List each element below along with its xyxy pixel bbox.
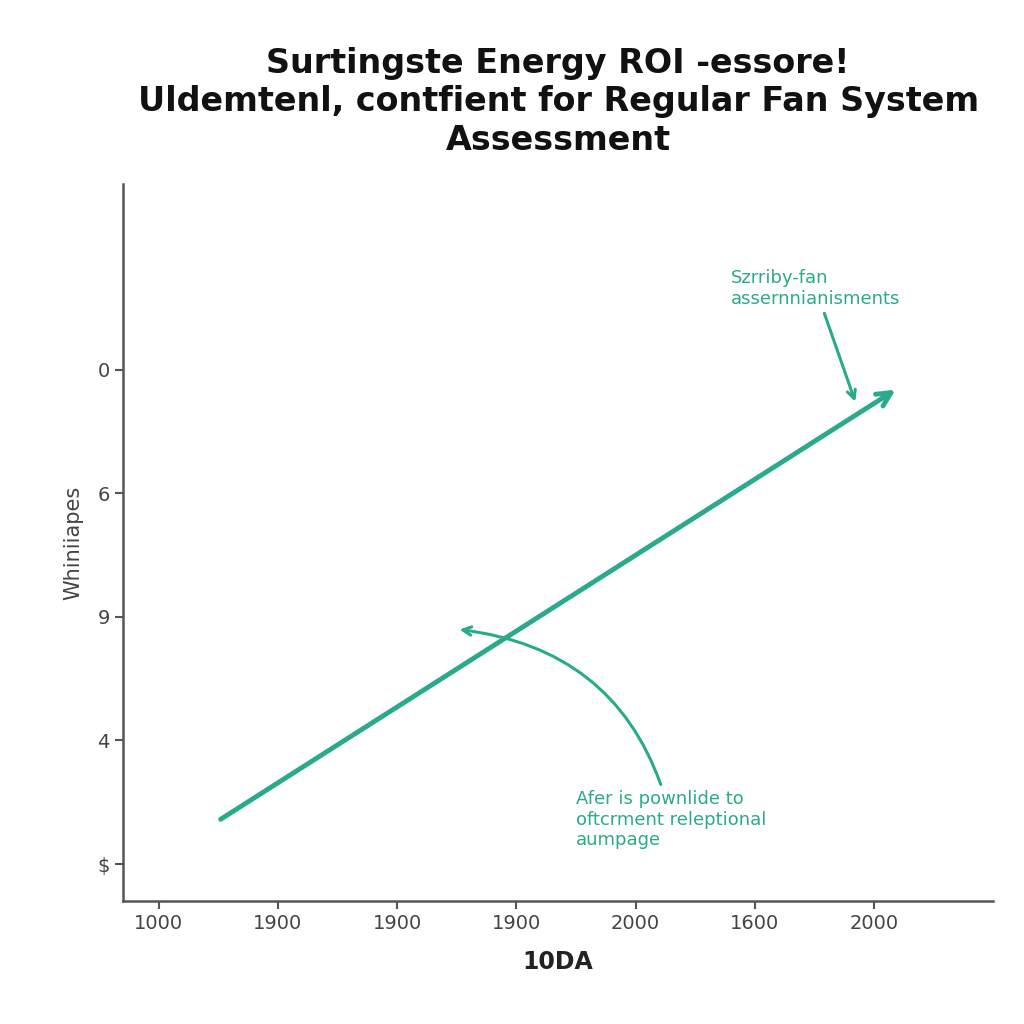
Text: Afer is pownlide to
oftcrment releptional
aumpage: Afer is pownlide to oftcrment releptiona… (463, 627, 766, 850)
Text: Szrriby-fan
assernnianisments: Szrriby-fan assernnianisments (731, 269, 900, 398)
X-axis label: 10DA: 10DA (522, 950, 594, 974)
Y-axis label: Whiniiapes: Whiniiapes (63, 485, 83, 600)
Title: Surtingste Energy ROI -essore!
Uldemtenl, contfient for Regular Fan System
Asses: Surtingste Energy ROI -essore! Uldemtenl… (137, 47, 979, 157)
